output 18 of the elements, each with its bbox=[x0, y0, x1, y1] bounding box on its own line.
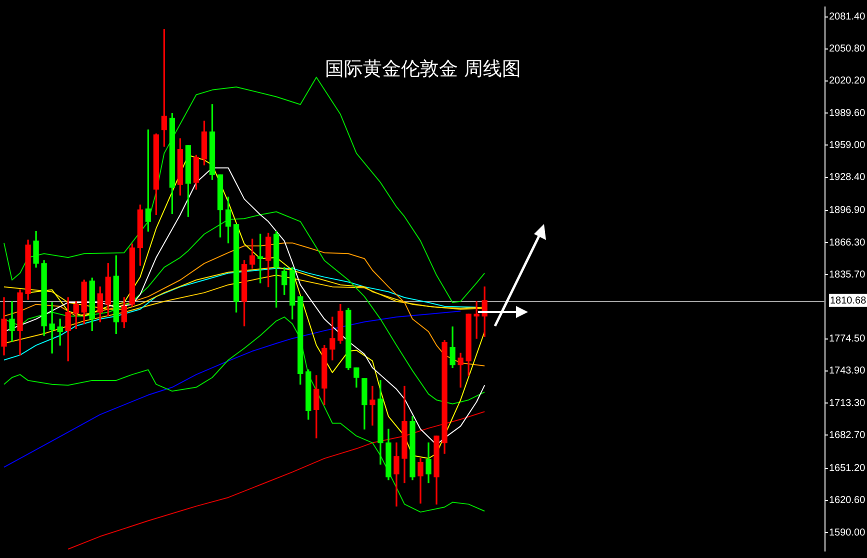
y-tick-label: 1989.60 bbox=[829, 108, 866, 119]
y-tick-label: 1928.40 bbox=[829, 172, 866, 184]
y-tick-label: 2050.80 bbox=[829, 44, 866, 55]
y-tick-label: 1620.60 bbox=[829, 495, 866, 506]
y-tick-label: 1835.70 bbox=[829, 269, 866, 280]
ref-line-label: 1810.68 bbox=[830, 296, 867, 307]
text: 国际黄金伦敦金 周线图 bbox=[324, 57, 522, 82]
y-tick-label: 1774.50 bbox=[829, 334, 866, 345]
y-tick-label: 2081.40 bbox=[829, 12, 866, 23]
y-tick-label: 1959.00 bbox=[829, 140, 866, 151]
y-tick-label: 1896.90 bbox=[829, 205, 866, 216]
y-tick-label: 1713.30 bbox=[829, 398, 866, 409]
y-tick-label: 1651.20 bbox=[829, 463, 866, 474]
y-tick-label: 1682.70 bbox=[829, 430, 866, 441]
y-tick-label: 1866.30 bbox=[829, 237, 866, 248]
y-tick-label: 1743.90 bbox=[829, 366, 866, 377]
y-tick-label: 1590.00 bbox=[829, 527, 866, 538]
y-tick-label: 2020.20 bbox=[829, 76, 866, 87]
